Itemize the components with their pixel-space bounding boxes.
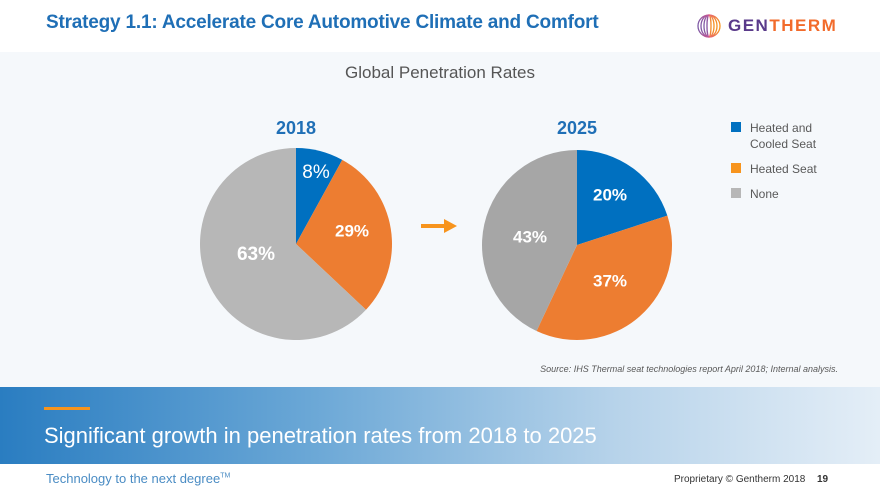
data-label-none: 63% [237,244,275,265]
chart-title: Global Penetration Rates [345,63,535,82]
pie-slice-heated-and-cooled [577,150,668,245]
pie-slice-heated-and-cooled [296,148,343,244]
chart-legend: Heated and Cooled Seat Heated Seat None [731,120,840,211]
legend-label: Heated Seat [750,162,817,176]
legend-label: Heated and Cooled Seat [750,121,817,151]
pie-2025-title: 2025 [556,118,598,138]
pie-slice-heated [296,159,393,310]
source-note: Source: IHS Thermal seat technologies re… [540,364,838,374]
legend-swatch-heated-and-cooled [731,122,741,132]
data-label-heated: 29% [335,221,369,240]
content-panel [0,52,880,388]
footer-copyright: Proprietary © Gentherm 2018 [674,474,806,485]
legend-item: Heated Seat [731,161,840,177]
data-label-heated-and-cooled: 20% [593,185,627,204]
trademark-mark: TM [220,472,231,480]
pie-slice-none [482,150,577,331]
arrow-icon [421,219,457,233]
pie-2025: 20% 37% 43% [482,150,672,340]
takeaway-banner [0,387,880,464]
data-label-none: 43% [513,227,547,246]
pie-slice-heated [536,215,672,340]
page-title: Strategy 1.1: Accelerate Core Automotive… [46,12,599,33]
data-label-heated-and-cooled: 8% [302,162,330,183]
footer-tagline: Technology to the next degreeTM [46,471,230,486]
legend-item: None [731,186,840,202]
legend-item: Heated and Cooled Seat [731,120,840,152]
banner-accent-bar [44,407,90,410]
logo-wordmark: GENTHERM [728,16,837,36]
logo-text-therm: THERM [769,16,838,35]
logo-text-gen: GEN [728,16,770,35]
gentherm-logo: GENTHERM [696,14,837,38]
legend-swatch-heated [731,163,741,173]
tagline-text: Technology to the next degree [46,471,221,486]
pie-2018: 8% 29% 63% [200,148,393,340]
banner-text: Significant growth in penetration rates … [44,423,597,448]
data-label-heated: 37% [593,271,627,290]
gentherm-globe-icon [697,14,721,38]
pie-slice-none [200,148,366,340]
legend-swatch-none [731,188,741,198]
legend-label: None [750,187,779,201]
pie-2018-title: 2018 [275,118,317,138]
page-number: 19 [817,474,829,485]
